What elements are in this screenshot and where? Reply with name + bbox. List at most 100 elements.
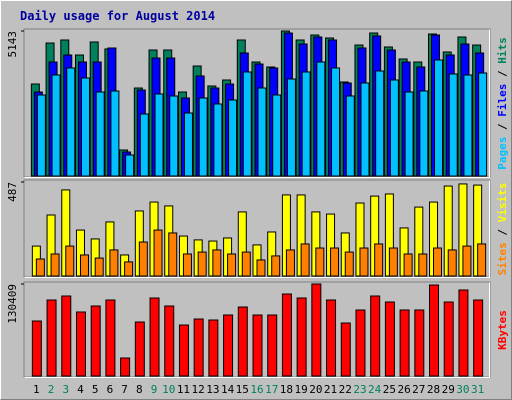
bar bbox=[272, 94, 282, 177]
bar bbox=[94, 257, 104, 277]
bar bbox=[316, 61, 326, 177]
bar bbox=[267, 314, 278, 377]
bar bbox=[212, 249, 222, 277]
bar bbox=[105, 299, 116, 377]
plot-edge bbox=[24, 180, 490, 278]
legend: KBytes bbox=[496, 310, 509, 350]
bar bbox=[399, 309, 410, 377]
bar bbox=[463, 74, 473, 177]
bar bbox=[35, 258, 45, 277]
bar bbox=[447, 249, 457, 277]
x-tick-label: 28 bbox=[427, 383, 440, 396]
bar bbox=[178, 324, 189, 377]
bar bbox=[257, 87, 267, 177]
bar bbox=[478, 72, 488, 177]
x-tick-label: 1 bbox=[33, 383, 40, 396]
legend-entry: Visits bbox=[496, 183, 509, 223]
bar bbox=[241, 251, 251, 277]
bar bbox=[51, 74, 61, 177]
bar bbox=[208, 319, 219, 377]
legend-entry: Hits bbox=[496, 37, 509, 64]
bar bbox=[61, 295, 72, 377]
x-tick-label: 9 bbox=[151, 383, 158, 396]
x-tick-label: 21 bbox=[324, 383, 337, 396]
bar bbox=[36, 94, 46, 177]
bar bbox=[120, 357, 131, 377]
bar bbox=[418, 253, 428, 277]
bar bbox=[419, 90, 429, 177]
bar bbox=[237, 306, 248, 377]
bar bbox=[252, 314, 263, 377]
bar bbox=[154, 93, 164, 177]
legend: Pages / Files / Hits bbox=[496, 37, 509, 170]
bar bbox=[198, 97, 208, 177]
bar bbox=[384, 301, 395, 377]
x-tick-label: 17 bbox=[265, 383, 278, 396]
legend-separator: / bbox=[496, 64, 509, 84]
x-tick-label: 25 bbox=[383, 383, 396, 396]
bar bbox=[124, 261, 134, 277]
legend-separator: / bbox=[496, 117, 509, 137]
bar bbox=[134, 321, 145, 377]
bar bbox=[228, 99, 238, 177]
bar bbox=[340, 322, 351, 377]
bar bbox=[223, 314, 234, 377]
bar bbox=[50, 253, 60, 277]
bar bbox=[79, 254, 89, 277]
bar bbox=[326, 299, 337, 377]
bar bbox=[169, 95, 179, 177]
bar bbox=[311, 283, 322, 377]
x-tick-label: 23 bbox=[353, 383, 366, 396]
x-tick-label: 31 bbox=[471, 383, 484, 396]
bar bbox=[300, 243, 310, 277]
x-tick-label: 7 bbox=[121, 383, 128, 396]
legend-separator: / bbox=[496, 222, 509, 242]
bar bbox=[473, 299, 484, 377]
bar bbox=[388, 247, 398, 277]
bar bbox=[360, 82, 370, 177]
bar bbox=[242, 71, 252, 177]
x-tick-label: 15 bbox=[236, 383, 249, 396]
bar bbox=[46, 299, 57, 377]
bar bbox=[182, 253, 192, 277]
bar bbox=[256, 259, 266, 277]
x-tick-label: 8 bbox=[136, 383, 143, 396]
x-tick-label: 2 bbox=[48, 383, 55, 396]
x-tick-label: 10 bbox=[162, 383, 175, 396]
x-tick-label: 12 bbox=[192, 383, 205, 396]
x-tick-label: 14 bbox=[221, 383, 235, 396]
chart-title: Daily usage for August 2014 bbox=[20, 9, 215, 23]
x-tick-label: 24 bbox=[368, 383, 382, 396]
x-tick-label: 6 bbox=[107, 383, 114, 396]
bar bbox=[183, 112, 193, 177]
bar bbox=[448, 73, 458, 177]
plot-edge bbox=[24, 29, 490, 178]
legend-entry: Pages bbox=[496, 137, 509, 170]
x-tick-label: 30 bbox=[456, 383, 469, 396]
x-tick-label: 22 bbox=[339, 383, 352, 396]
bar bbox=[370, 295, 381, 377]
bar bbox=[31, 320, 42, 377]
bar bbox=[345, 95, 355, 177]
bar bbox=[403, 253, 413, 277]
x-tick-label: 13 bbox=[206, 383, 219, 396]
bar bbox=[374, 243, 384, 277]
bar bbox=[149, 297, 160, 377]
bar bbox=[281, 293, 292, 377]
bar bbox=[331, 67, 341, 177]
bar bbox=[90, 305, 101, 377]
bar bbox=[429, 284, 440, 377]
bar bbox=[213, 103, 223, 177]
bar bbox=[138, 241, 148, 277]
bar bbox=[458, 289, 469, 377]
bar bbox=[414, 309, 425, 377]
bar bbox=[434, 59, 444, 177]
bar bbox=[315, 247, 325, 277]
x-tick-label: 29 bbox=[442, 383, 455, 396]
bar bbox=[227, 253, 237, 277]
x-tick-label: 16 bbox=[250, 383, 263, 396]
y-tick-label: 5143 bbox=[6, 31, 19, 58]
x-tick-label: 4 bbox=[77, 383, 84, 396]
